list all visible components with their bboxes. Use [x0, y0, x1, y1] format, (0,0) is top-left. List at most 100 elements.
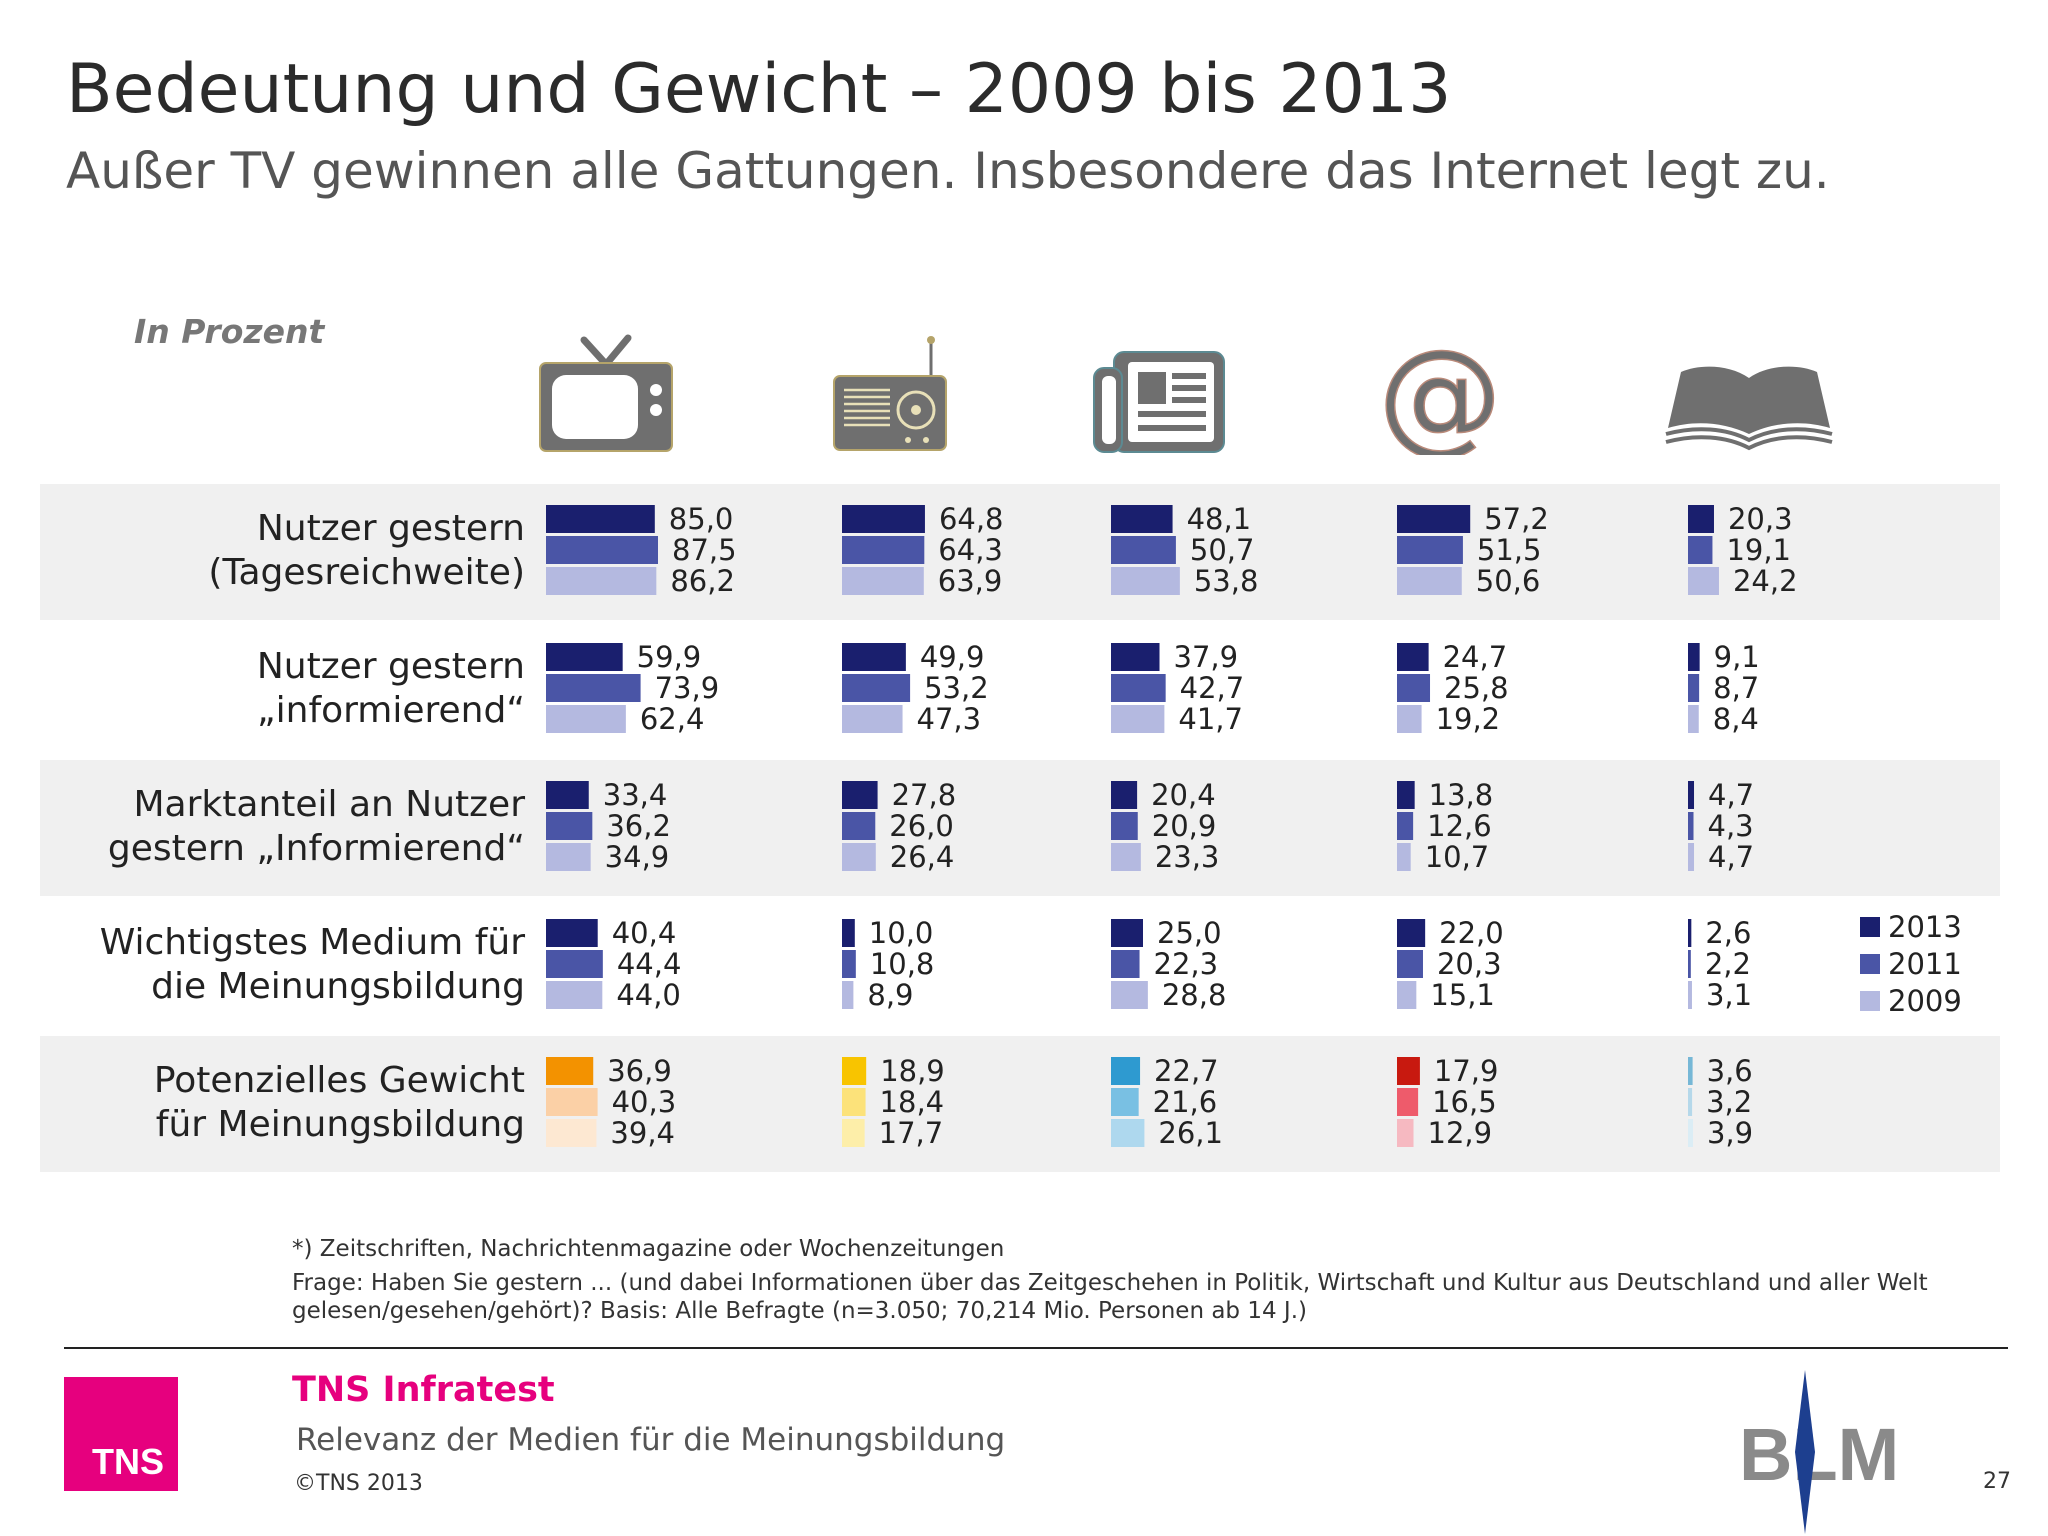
- row-label: Nutzer gestern „informierend“: [257, 646, 525, 731]
- bar-value-label: 3,1: [1706, 978, 1752, 1012]
- svg-text:@: @: [1380, 330, 1502, 455]
- bar-value-label: 12,6: [1427, 809, 1492, 843]
- internet-at-icon: @: [1380, 330, 1503, 455]
- company-name: TNS Infratest: [292, 1370, 555, 1410]
- legend-label-2009: 2009: [1888, 983, 1962, 1018]
- bar-value-label: 24,7: [1443, 640, 1508, 674]
- bar: [1688, 843, 1695, 871]
- bar-value-label: 3,2: [1706, 1085, 1752, 1119]
- bar-value-label: 10,8: [870, 947, 935, 981]
- bar: [1111, 812, 1138, 840]
- bar: [546, 1057, 594, 1085]
- tns-logo-text: TNS: [92, 1441, 164, 1482]
- bar-value-label: 39,4: [610, 1116, 675, 1150]
- bar: [1111, 705, 1165, 733]
- bar: [1688, 781, 1695, 809]
- media-bar-chart: Nutzer gestern (Tagesreichweite)85,087,58…: [40, 484, 2000, 1172]
- bar-value-label: 2,2: [1705, 947, 1751, 981]
- bar: [1688, 674, 1700, 702]
- bar: [546, 812, 593, 840]
- bar: [1397, 1088, 1419, 1116]
- bar-value-label: 22,3: [1154, 947, 1219, 981]
- bar-value-label: 4,3: [1708, 809, 1754, 843]
- bar-value-label: 41,7: [1178, 702, 1243, 736]
- bar: [842, 1119, 865, 1147]
- footnote-asterisk: *) Zeitschriften, Nachrichtenmagazine od…: [292, 1236, 1005, 1262]
- bar-value-label: 62,4: [640, 702, 705, 736]
- bar: [842, 981, 854, 1009]
- legend-item-2009: 2009: [1860, 982, 1962, 1019]
- bar-value-label: 28,8: [1162, 978, 1227, 1012]
- bar-value-label: 9,1: [1714, 640, 1760, 674]
- bar-value-label: 20,3: [1728, 502, 1793, 536]
- bar: [1688, 1119, 1693, 1147]
- bar: [1111, 643, 1160, 671]
- bar: [546, 919, 598, 947]
- footnote-question-line1: Frage: Haben Sie gestern ... (und dabei …: [292, 1270, 1928, 1296]
- bar-value-label: 48,1: [1187, 502, 1252, 536]
- bar-value-label: 21,6: [1153, 1085, 1218, 1119]
- bar: [1397, 536, 1463, 564]
- bar-value-label: 13,8: [1429, 778, 1494, 812]
- bar-value-label: 19,2: [1436, 702, 1501, 736]
- bar-value-label: 73,9: [655, 671, 720, 705]
- newspaper-icon: [1093, 351, 1225, 453]
- bar-value-label: 22,0: [1439, 916, 1504, 950]
- bar: [842, 536, 925, 564]
- row-band: [40, 484, 2000, 620]
- tns-logo: TNS: [64, 1377, 178, 1491]
- bar: [546, 505, 655, 533]
- bar: [842, 950, 856, 978]
- blm-logo-text: BLM: [1739, 1413, 1899, 1496]
- bar-value-label: 17,7: [879, 1116, 944, 1150]
- bar-value-label: 10,0: [869, 916, 934, 950]
- page-title: Bedeutung und Gewicht – 2009 bis 2013: [66, 50, 1452, 129]
- bar-value-label: 2,6: [1705, 916, 1751, 950]
- bar: [1111, 567, 1180, 595]
- bar-value-label: 34,9: [605, 840, 670, 874]
- bar-value-label: 26,0: [889, 809, 954, 843]
- bar: [546, 567, 657, 595]
- bar: [546, 843, 591, 871]
- bar: [1397, 705, 1422, 733]
- row-label: Potenzielles Gewicht für Meinungsbildung: [154, 1060, 525, 1145]
- bar-value-label: 4,7: [1708, 840, 1754, 874]
- bar: [1688, 812, 1694, 840]
- legend-swatch-2011: [1860, 953, 1880, 974]
- bar-value-label: 63,9: [938, 564, 1003, 598]
- bar: [1111, 781, 1138, 809]
- bar-value-label: 8,7: [1713, 671, 1759, 705]
- bar: [546, 950, 603, 978]
- footnote-question-line2: gelesen/gesehen/gehört)? Basis: Alle Bef…: [292, 1298, 1307, 1324]
- bar-value-label: 8,4: [1713, 702, 1759, 736]
- radio-icon: [833, 336, 947, 451]
- bar-value-label: 17,9: [1434, 1054, 1499, 1088]
- bar-value-label: 26,4: [890, 840, 955, 874]
- bar-value-label: 85,0: [669, 502, 734, 536]
- bar-value-label: 42,7: [1180, 671, 1245, 705]
- legend-item-2011: 2011: [1860, 945, 1962, 982]
- bar: [1111, 981, 1148, 1009]
- bar: [1688, 705, 1699, 733]
- bar: [1397, 505, 1471, 533]
- row-band: [40, 760, 2000, 896]
- magazine-book-icon: [1665, 366, 1833, 451]
- bar-value-label: 53,2: [924, 671, 989, 705]
- row-label: Marktanteil an Nutzer gestern „Informiere…: [108, 784, 525, 869]
- bar-value-label: 24,2: [1733, 564, 1798, 598]
- bar-value-label: 3,6: [1707, 1054, 1753, 1088]
- bar-value-label: 44,0: [616, 978, 681, 1012]
- bar: [842, 705, 903, 733]
- bar-value-label: 3,9: [1707, 1116, 1753, 1150]
- bar: [546, 981, 603, 1009]
- bar: [1397, 812, 1414, 840]
- bar: [546, 643, 623, 671]
- bar: [546, 1119, 597, 1147]
- bar: [546, 674, 641, 702]
- bar-value-label: 40,4: [612, 916, 677, 950]
- legend-label-2013: 2013: [1888, 909, 1962, 944]
- bar-value-label: 25,0: [1157, 916, 1222, 950]
- row-label: Nutzer gestern (Tagesreichweite): [208, 508, 525, 593]
- bar: [842, 1057, 867, 1085]
- bar: [1688, 536, 1713, 564]
